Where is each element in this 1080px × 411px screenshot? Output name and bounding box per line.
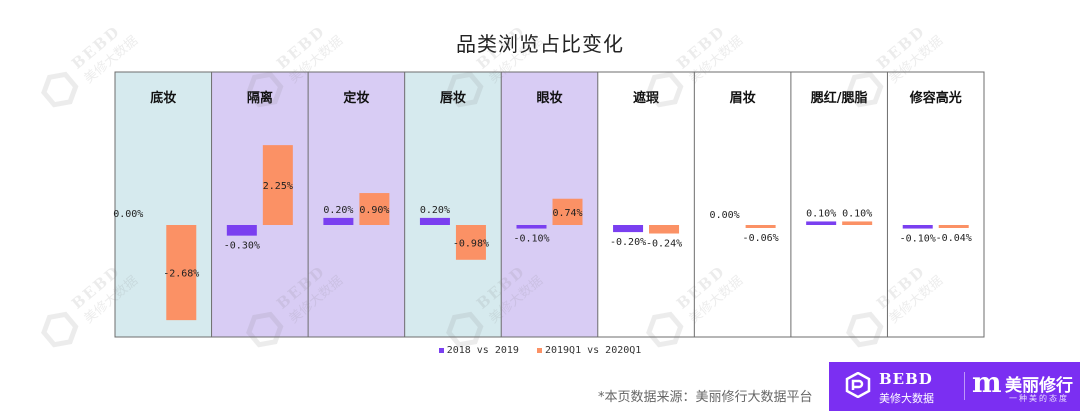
category-label-4: 唇妆 xyxy=(440,90,466,106)
data-label-s1-6: -0.20% xyxy=(610,237,646,248)
column-bg-1 xyxy=(115,72,212,337)
brand-tagline: 一种美的态度 xyxy=(1009,394,1069,403)
data-label-s2-3: 0.90% xyxy=(359,205,389,216)
category-label-6: 遮瑕 xyxy=(633,90,660,106)
bar-s1-6 xyxy=(613,225,644,233)
data-label-s1-8: 0.10% xyxy=(806,208,836,219)
category-label-2: 隔离 xyxy=(247,90,273,106)
bar-s2-9 xyxy=(938,225,969,228)
column-bg-6 xyxy=(597,72,695,337)
category-label-7: 眉妆 xyxy=(730,90,756,106)
data-label-s1-2: -0.30% xyxy=(224,241,260,252)
legend-label-series-2: 2019Q1 vs 2020Q1 xyxy=(544,345,642,356)
legend-item-series-2: 2019Q1 vs 2020Q1 xyxy=(536,345,642,356)
bar-s2-7 xyxy=(745,225,776,228)
bar-s1-2 xyxy=(226,225,257,236)
watermark-logo-icon xyxy=(846,71,884,108)
data-label-s2-5: 0.74% xyxy=(552,208,582,219)
data-label-s2-2: 2.25% xyxy=(263,181,293,192)
plot-frame xyxy=(114,71,985,338)
brand-divider xyxy=(964,372,965,400)
data-label-s1-3: 0.20% xyxy=(323,205,353,216)
data-label-s2-7: -0.06% xyxy=(743,233,779,244)
chart-title: 品类浏览占比变化 xyxy=(456,32,624,56)
legend-swatch-series-1 xyxy=(438,347,444,353)
category-label-1: 底妆 xyxy=(150,90,176,106)
watermark-logo-icon xyxy=(246,311,284,348)
legend-swatch-series-2 xyxy=(536,347,542,353)
watermark-logo-icon xyxy=(246,71,284,108)
bar-s2-3 xyxy=(359,193,390,225)
brand-bebd-text: BEBD xyxy=(879,370,933,388)
column-bg-4 xyxy=(404,72,502,337)
bar-s2-4 xyxy=(455,225,486,260)
bar-s1-5 xyxy=(516,225,547,229)
bar-s1-9 xyxy=(902,225,933,229)
bar-s1-3 xyxy=(323,217,354,225)
column-bg-8 xyxy=(790,72,888,337)
brand-bebd-cn-text: 美修大数据 xyxy=(879,392,934,405)
data-label-s2-1: -2.68% xyxy=(163,269,199,280)
legend-label-series-1: 2018 vs 2019 xyxy=(446,345,519,356)
category-label-9: 修容高光 xyxy=(909,90,962,106)
data-label-s1-4: 0.20% xyxy=(420,205,450,216)
brand-meili-name: 美丽修行 xyxy=(1005,376,1073,396)
watermark-logo-icon xyxy=(446,311,484,348)
data-label-s1-5: -0.10% xyxy=(513,234,549,245)
watermark-logo-icon xyxy=(846,311,884,348)
legend: 2018 vs 2019 2019Q1 vs 2020Q1 xyxy=(0,345,1080,356)
data-label-s2-8: 0.10% xyxy=(842,208,872,219)
data-label-s2-9: -0.04% xyxy=(936,233,972,244)
bar-s2-2 xyxy=(262,145,293,225)
watermark-logo-icon xyxy=(41,71,79,108)
category-label-8: 腮红/腮脂 xyxy=(811,90,868,106)
category-label-5: 眼妆 xyxy=(536,90,562,106)
bar-s2-8 xyxy=(842,221,873,225)
column-bg-9 xyxy=(887,72,984,337)
data-label-s2-6: -0.24% xyxy=(646,239,682,250)
bar-s2-1 xyxy=(166,225,197,321)
watermark-logo-icon xyxy=(646,311,684,348)
data-source-note: *本页数据来源：美丽修行大数据平台 xyxy=(598,390,813,405)
watermark-logo-icon xyxy=(446,71,484,108)
bar-s2-5 xyxy=(552,198,583,225)
legend-item-series-1: 2018 vs 2019 xyxy=(438,345,519,356)
column-bg-7 xyxy=(694,72,791,337)
bar-s2-6 xyxy=(649,225,680,234)
bar-s1-4 xyxy=(419,217,450,225)
meili-logo-icon: m xyxy=(972,366,1002,399)
data-label-s1-7: 0.00% xyxy=(710,210,740,221)
data-label-s1-9: -0.10% xyxy=(900,234,936,245)
bebd-logo-icon xyxy=(845,372,871,398)
data-label-s2-4: -0.98% xyxy=(453,238,489,249)
category-label-3: 定妆 xyxy=(342,90,369,106)
data-label-s1-1: 0.00% xyxy=(113,209,143,220)
watermark-logo-icon xyxy=(646,71,684,108)
brand-banner: BEBD 美修大数据 m 美丽修行 一种美的态度 xyxy=(829,362,1080,411)
bar-s1-8 xyxy=(806,221,837,225)
watermark-logo-icon xyxy=(41,311,79,348)
